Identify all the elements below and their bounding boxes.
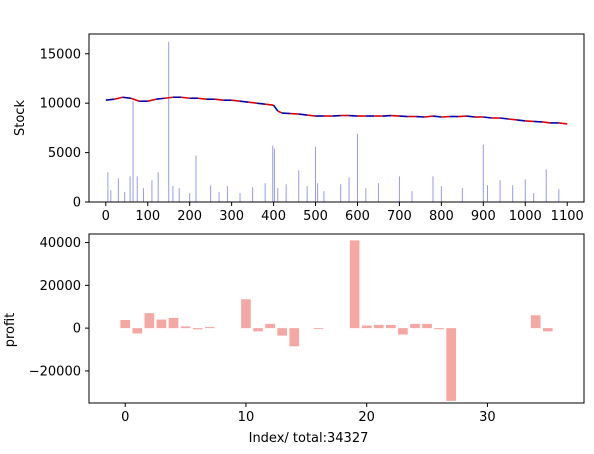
profit-bar [168, 317, 179, 329]
profit-bar [241, 299, 251, 329]
price-segment [156, 97, 165, 101]
stock-x-ticks: 0 100 200 300 400 500 600 700 800 900 1000 1100 [102, 202, 584, 224]
price-segment [508, 118, 517, 121]
profit-bar [349, 240, 360, 329]
profit-bar [156, 319, 167, 329]
profit-y-axis-label: profit [3, 313, 18, 348]
price-segment [122, 96, 132, 100]
price-segment [239, 100, 249, 103]
volume-bars [107, 41, 560, 202]
price-segment [483, 116, 492, 119]
x-tick-label: 500 [303, 209, 328, 224]
x-tick-label: 20 [358, 410, 375, 425]
stock-panel-frame [88, 33, 585, 203]
profit-bar [422, 323, 432, 329]
price-segment [105, 98, 115, 102]
profit-bar [530, 315, 541, 329]
profit-bar [192, 328, 203, 330]
profit-bars [120, 240, 553, 401]
price-segment [197, 97, 207, 101]
price-segment [147, 98, 157, 102]
profit-bar [277, 328, 287, 336]
y-tick-label: 10000 [40, 97, 81, 112]
x-tick-label: 30 [479, 410, 496, 425]
price-segment [558, 122, 568, 125]
profit-bar [180, 326, 191, 329]
price-segment [265, 103, 274, 106]
profit-bar [144, 313, 155, 329]
price-segment [277, 110, 283, 114]
profit-y-ticks: −20000 0 20000 40000 [29, 236, 89, 379]
profit-bar [204, 327, 215, 329]
profit-bar [313, 328, 324, 329]
price-segment [298, 113, 308, 116]
price-segment [424, 115, 434, 118]
price-segment [272, 104, 279, 112]
y-tick-label: 15000 [40, 47, 81, 62]
price-segment [307, 114, 316, 117]
profit-bar [120, 319, 131, 329]
x-tick-label: 1100 [551, 209, 584, 224]
stock-y-ticks: 0 5000 10000 15000 [40, 47, 89, 211]
x-tick-label: 0 [121, 410, 129, 425]
profit-bar [434, 328, 444, 330]
x-tick-label: 200 [177, 209, 202, 224]
price-segment [256, 102, 266, 105]
stock-panel: 0 100 200 300 400 500 600 700 800 900 1000 1100 0 50… [13, 33, 585, 224]
profit-x-ticks: 0 10 20 30 [121, 403, 496, 425]
price-segment [500, 117, 509, 120]
price-segment [541, 121, 551, 124]
price-line [105, 96, 568, 125]
price-segment [181, 96, 190, 100]
profit-panel: 0 10 20 30 −20000 0 20000 40000 profit Index/ … [3, 233, 585, 446]
profit-bar [289, 328, 300, 347]
price-segment [164, 96, 173, 100]
profit-bar [446, 328, 457, 401]
y-tick-label: 5000 [48, 146, 81, 161]
profit-bar [410, 323, 420, 329]
profit-bar [373, 324, 384, 329]
y-tick-label: 0 [73, 196, 81, 211]
x-tick-label: 400 [261, 209, 286, 224]
profit-bar [398, 328, 408, 335]
profit-bar [542, 328, 553, 332]
price-segment [214, 98, 224, 102]
x-tick-label: 10 [238, 410, 255, 425]
price-segment [432, 115, 442, 118]
price-segment [231, 99, 241, 102]
y-tick-label: 40000 [40, 236, 81, 251]
x-tick-label: 600 [345, 209, 370, 224]
profit-bar [265, 323, 275, 329]
price-segment [113, 96, 123, 101]
profit-x-axis-label: Index/ total:34327 [249, 431, 369, 446]
x-tick-label: 800 [429, 209, 454, 224]
profit-bar [386, 324, 396, 329]
stock-y-axis-label: Stock [13, 100, 28, 136]
x-tick-label: 300 [219, 209, 244, 224]
y-tick-label: 0 [73, 322, 81, 337]
x-tick-label: 0 [102, 209, 110, 224]
profit-bar [132, 328, 143, 334]
price-segment [248, 101, 257, 104]
profit-panel-frame [88, 233, 585, 404]
x-tick-label: 700 [387, 209, 412, 224]
x-tick-label: 100 [135, 209, 160, 224]
x-tick-label: 900 [471, 209, 496, 224]
profit-bar [253, 328, 263, 332]
price-segment [466, 115, 476, 118]
price-segment [516, 119, 526, 122]
x-tick-label: 1000 [509, 209, 542, 224]
y-tick-label: −20000 [29, 364, 81, 379]
profit-bar [361, 325, 372, 329]
y-tick-label: 20000 [40, 279, 81, 294]
price-segment [130, 97, 140, 102]
